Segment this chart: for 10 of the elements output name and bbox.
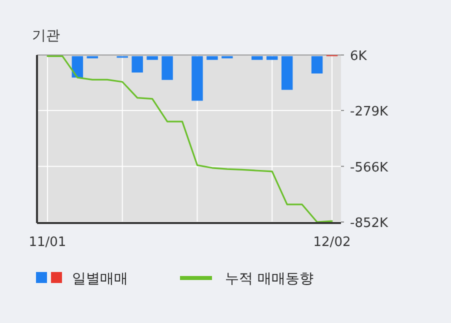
legend-label: 일별매매 (72, 271, 128, 287)
y-tick-label: -852K (350, 216, 389, 231)
legend-label: 누적 매매동향 (225, 271, 314, 287)
y-tick-label: -566K (350, 160, 389, 176)
x-tick-label: 12/02 (313, 235, 351, 250)
y-tick-label: -279K (350, 104, 389, 120)
line-series (46, 55, 333, 223)
y-tick-label: 6K (350, 49, 368, 64)
chart-title: 기관 (32, 28, 60, 44)
x-tick-label: 11/01 (28, 235, 66, 250)
